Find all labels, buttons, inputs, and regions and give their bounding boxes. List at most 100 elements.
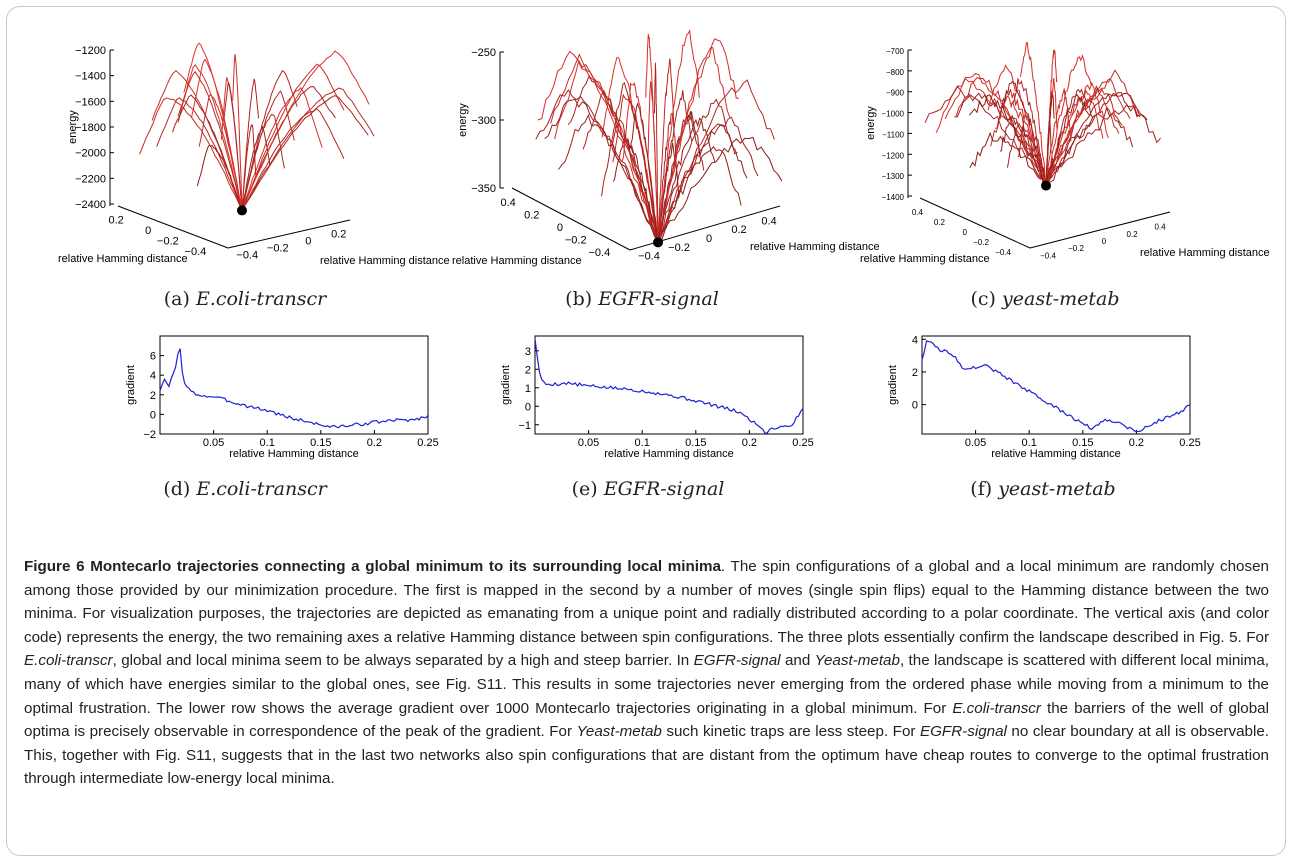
y-tick-label: 0.2 <box>331 229 346 241</box>
figure-caption: Figure 6 Montecarlo trajectories connect… <box>24 555 1269 791</box>
trajectory-line <box>241 95 369 211</box>
x-tick-label: 0.05 <box>578 437 599 449</box>
x-tick-label: 0 <box>145 225 151 237</box>
y-tick-label: 2 <box>150 390 156 402</box>
x-axis-label: relative Hamming distance <box>452 255 582 267</box>
trajectory-line <box>657 98 738 239</box>
x-tick-label: −0.2 <box>157 235 179 247</box>
y-tick-label: −0.2 <box>668 242 690 254</box>
subcaption-a: (a) E.coli-transcr <box>163 288 327 310</box>
caption-run: such kinetic traps are less steep. For <box>661 723 920 741</box>
x-tick-label: 0.15 <box>310 437 331 449</box>
caption-run: , global and local minima seem to be alw… <box>112 652 694 670</box>
x-axis-label: relative Hamming distance <box>991 448 1121 460</box>
caption-run: . The spin configurations of a global an… <box>24 558 1269 646</box>
plot-b-energy-landscape: −250 −300 −350 energy 0.4 0.2 0 −0.2 −0.4 0.4 0.2 0… <box>440 29 880 274</box>
y-tick-label: 0.4 <box>1154 223 1166 232</box>
trajectory-line <box>657 136 783 240</box>
y-axis-label: gradient <box>500 365 512 405</box>
trajectory-line <box>955 76 1047 190</box>
gradient-line <box>159 348 429 429</box>
x-tick-label: 0.2 <box>367 437 382 449</box>
z-tick-label: −1000 <box>882 110 905 119</box>
plot-frame <box>159 335 429 435</box>
global-minimum-point <box>1041 180 1051 191</box>
x-tick-label: 0.4 <box>912 208 924 217</box>
trajectory-line <box>1045 92 1141 184</box>
y-tick-label: 4 <box>150 370 156 382</box>
y-axis-label: relative Hamming distance <box>1140 247 1270 259</box>
y-axis-line <box>227 219 351 249</box>
plot-c-energy-landscape: −700 −800 −900 −1000 −1100 −1200 −1300 −1400 ene… <box>850 42 1270 274</box>
gradient-line <box>921 340 1191 433</box>
trajectory-line <box>537 50 659 241</box>
x-tick-label: 0.1 <box>635 437 650 449</box>
z-tick-label: −1200 <box>882 151 905 160</box>
x-tick-label: 0.2 <box>934 218 946 227</box>
x-tick-label: 0 <box>963 228 968 237</box>
x-tick-label: 0.4 <box>501 197 516 209</box>
y-axis-label: gradient <box>887 365 899 405</box>
trajectory-line <box>241 87 375 212</box>
z-axis-label: energy <box>457 103 469 137</box>
z-tick-label: −250 <box>471 47 496 59</box>
plot-c-svg: −700 −800 −900 −1000 −1100 −1200 −1300 −1400 ene… <box>860 42 1270 265</box>
y-tick-label: 0 <box>706 233 712 245</box>
trajectory-line <box>1045 88 1093 185</box>
y-tick-label: 1 <box>525 383 531 395</box>
plot-f-gradient: 0.05 0.1 0.15 0.2 0.25 0 2 4 relative Hamming di… <box>882 332 1202 472</box>
trajectories <box>139 42 375 212</box>
x-axis-line <box>511 187 631 251</box>
plot-f-svg: 0.05 0.1 0.15 0.2 0.25 0 2 4 relative Hamming di… <box>887 334 1201 460</box>
z-tick-label: −2200 <box>75 173 106 185</box>
y-tick-label: −0.4 <box>1040 251 1056 260</box>
subcaption-c: (c) yeast-metab <box>970 288 1120 310</box>
z-tick-label: −2400 <box>75 199 106 211</box>
y-tick-label: −0.2 <box>267 243 289 255</box>
x-axis-label: relative Hamming distance <box>58 253 188 265</box>
trajectory-line <box>1001 80 1047 182</box>
trajectory-line <box>241 108 345 211</box>
caption-body: . The spin configurations of a global an… <box>24 558 1269 787</box>
trajectory-line <box>1019 42 1047 189</box>
z-tick-label: −1800 <box>75 122 106 134</box>
subcaption-b: (b) EGFR-signal <box>565 288 719 310</box>
y-tick-label: −0.4 <box>236 250 258 262</box>
z-tick-label: −300 <box>471 115 496 127</box>
trajectory-line <box>969 131 1047 182</box>
trajectory-line <box>1045 49 1058 183</box>
x-tick-label: 0.05 <box>203 437 224 449</box>
global-minimum-point <box>237 205 247 216</box>
caption-run: and <box>780 652 815 670</box>
x-axis-line <box>919 197 1031 249</box>
caption-run: no clear boundary at all is observable. … <box>24 723 1270 788</box>
trajectory-line <box>177 70 243 212</box>
trajectory-line <box>657 58 674 240</box>
y-axis-label: relative Hamming distance <box>320 255 450 267</box>
trajectory-line <box>995 89 1047 189</box>
trajectory-line <box>1045 69 1141 188</box>
trajectory-line <box>139 97 243 210</box>
global-minimum-point <box>653 237 663 248</box>
trajectory-line <box>924 85 1047 184</box>
trajectory-line <box>1045 86 1120 187</box>
trajectory-line <box>151 70 243 210</box>
subcaption-f: (f) yeast-metab <box>970 478 1116 500</box>
trajectory-line <box>535 89 659 247</box>
x-tick-label: 0.1 <box>1022 437 1037 449</box>
trajectory-line <box>241 69 298 210</box>
x-tick-label: 0.25 <box>417 437 438 449</box>
y-tick-label: 3 <box>525 346 531 358</box>
subcaption-e: (e) EGFR-signal <box>571 478 725 500</box>
y-tick-label: 2 <box>525 364 531 376</box>
x-tick-label: 0.2 <box>742 437 757 449</box>
trajectories <box>535 29 783 248</box>
caption-run: EGFR-signal <box>919 723 1007 741</box>
caption-run: E.coli-transcr <box>952 699 1041 717</box>
x-tick-label: 0.15 <box>1072 437 1093 449</box>
z-tick-label: −1100 <box>882 130 904 139</box>
plot-d-svg: 0.05 0.1 0.15 0.2 0.25 −2 0 2 4 6 relative Hamming… <box>125 335 439 460</box>
trajectory-line <box>558 113 659 248</box>
trajectory-line <box>1045 77 1131 189</box>
y-tick-label: −2 <box>143 429 156 441</box>
